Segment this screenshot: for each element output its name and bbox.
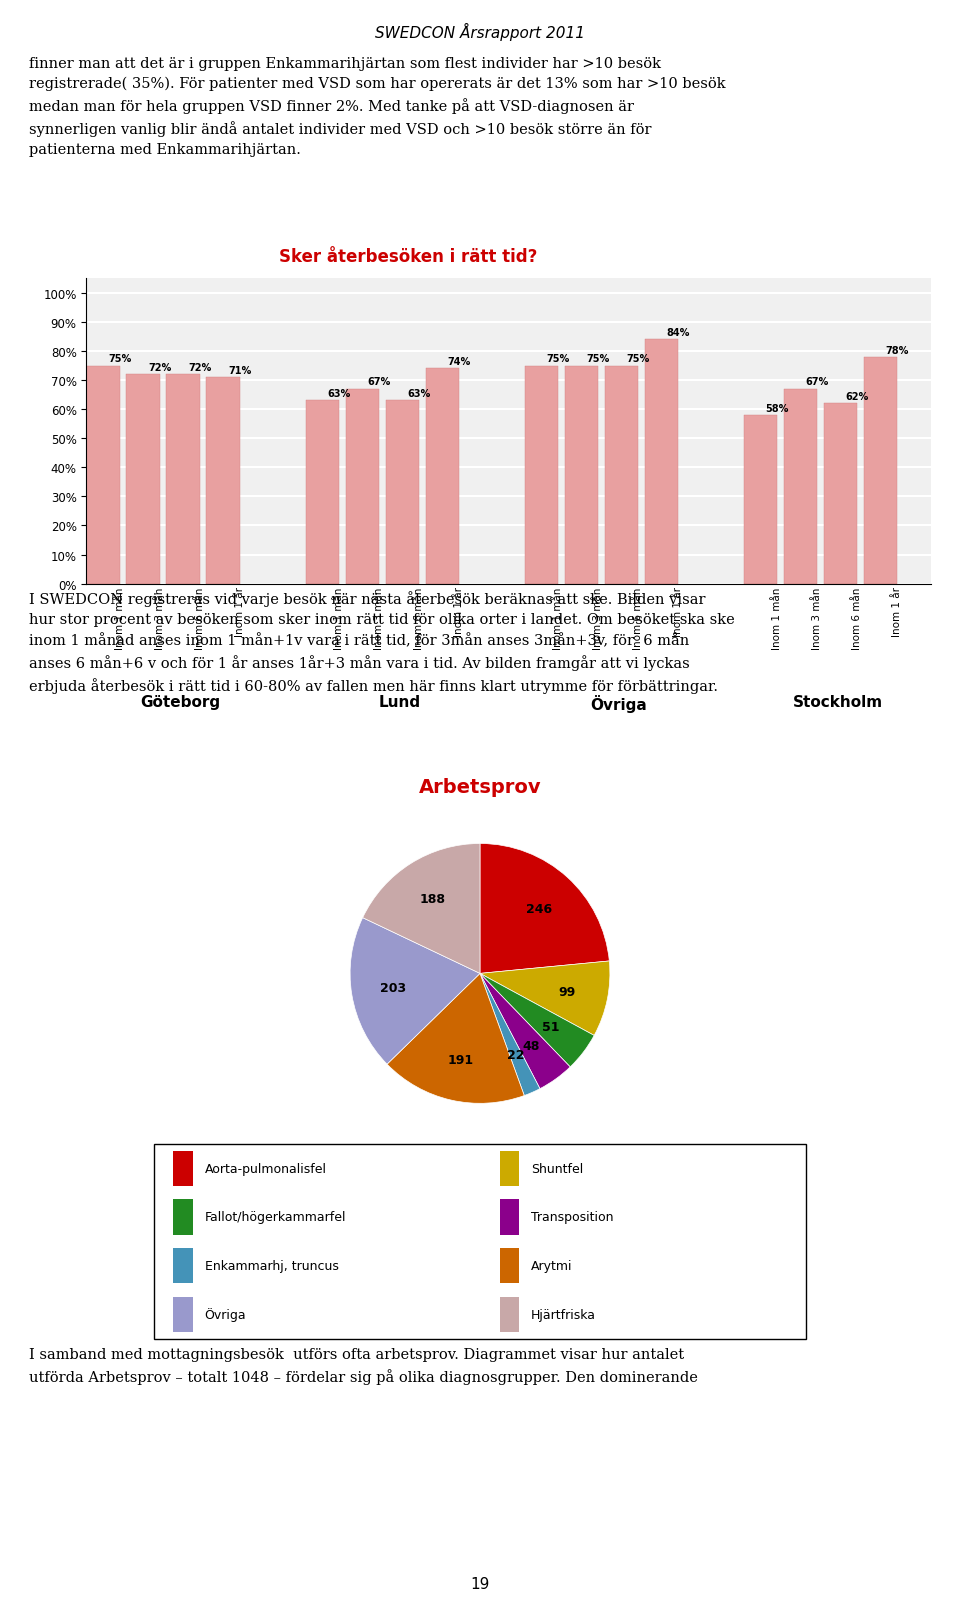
- Bar: [127, 375, 160, 584]
- Text: Shuntfel: Shuntfel: [531, 1162, 583, 1175]
- Text: SWEDCON Årsrapport 2011: SWEDCON Årsrapport 2011: [375, 23, 585, 42]
- Wedge shape: [387, 974, 524, 1104]
- Text: 19: 19: [470, 1576, 490, 1591]
- Wedge shape: [480, 974, 540, 1096]
- Text: finner man att det är i gruppen Enkammarihjärtan som flest individer har >10 bes: finner man att det är i gruppen Enkammar…: [29, 57, 726, 157]
- Text: 246: 246: [526, 902, 552, 915]
- Bar: [524, 367, 559, 584]
- Text: I SWEDCON registreras vid varje besök när nästa återbesök beräknas att ske. Bild: I SWEDCON registreras vid varje besök nä…: [29, 591, 734, 693]
- Bar: [173, 1297, 193, 1332]
- Text: 188: 188: [420, 893, 445, 906]
- Wedge shape: [480, 844, 610, 974]
- Text: 75%: 75%: [546, 354, 570, 364]
- Text: 71%: 71%: [228, 365, 252, 375]
- Wedge shape: [363, 844, 480, 974]
- Text: 63%: 63%: [408, 390, 431, 399]
- Bar: [564, 367, 598, 584]
- Text: 191: 191: [447, 1053, 473, 1066]
- Bar: [305, 401, 339, 584]
- Text: Stockholm: Stockholm: [792, 695, 882, 709]
- Text: 84%: 84%: [666, 328, 690, 338]
- Text: 74%: 74%: [447, 357, 471, 367]
- Text: Lund: Lund: [378, 695, 420, 709]
- Bar: [386, 401, 420, 584]
- Bar: [864, 357, 898, 584]
- Bar: [86, 367, 120, 584]
- Bar: [499, 1151, 519, 1186]
- Text: 62%: 62%: [846, 391, 869, 403]
- Bar: [783, 390, 817, 584]
- Bar: [346, 390, 379, 584]
- Text: Hjärtfriska: Hjärtfriska: [531, 1308, 596, 1321]
- Bar: [499, 1297, 519, 1332]
- Text: 99: 99: [558, 985, 575, 998]
- Text: 48: 48: [523, 1039, 540, 1052]
- Text: 72%: 72%: [149, 362, 172, 373]
- Text: Övriga: Övriga: [204, 1308, 246, 1321]
- Text: I samband med mottagningsbesök  utförs ofta arbetsprov. Diagrammet visar hur ant: I samband med mottagningsbesök utförs of…: [29, 1347, 698, 1384]
- FancyBboxPatch shape: [154, 1144, 806, 1339]
- Bar: [499, 1248, 519, 1284]
- Bar: [645, 341, 679, 584]
- Bar: [173, 1248, 193, 1284]
- Text: 51: 51: [541, 1021, 559, 1034]
- Text: 78%: 78%: [886, 346, 909, 355]
- Text: 75%: 75%: [587, 354, 610, 364]
- Text: 67%: 67%: [805, 377, 829, 388]
- Wedge shape: [480, 974, 570, 1089]
- Wedge shape: [480, 974, 594, 1068]
- Bar: [173, 1151, 193, 1186]
- Text: 203: 203: [380, 982, 406, 995]
- Bar: [425, 370, 459, 584]
- Text: 75%: 75%: [627, 354, 650, 364]
- Bar: [166, 375, 201, 584]
- Wedge shape: [480, 961, 610, 1035]
- Text: Sker återbesöken i rätt tid?: Sker återbesöken i rätt tid?: [278, 247, 537, 266]
- Text: 72%: 72%: [188, 362, 212, 373]
- Wedge shape: [350, 919, 480, 1065]
- Bar: [206, 378, 240, 584]
- Bar: [605, 367, 638, 584]
- Text: 67%: 67%: [368, 377, 391, 388]
- Bar: [499, 1199, 519, 1235]
- Text: Enkammarhj, truncus: Enkammarhj, truncus: [204, 1259, 338, 1272]
- Bar: [824, 404, 857, 584]
- Text: Transposition: Transposition: [531, 1211, 613, 1224]
- Text: Arytmi: Arytmi: [531, 1259, 572, 1272]
- Text: 63%: 63%: [327, 390, 350, 399]
- Text: Övriga: Övriga: [590, 695, 647, 712]
- Text: Aorta-pulmonalisfel: Aorta-pulmonalisfel: [204, 1162, 326, 1175]
- Bar: [173, 1199, 193, 1235]
- Text: Fallot/högerkammarfel: Fallot/högerkammarfel: [204, 1211, 346, 1224]
- Text: 58%: 58%: [766, 404, 789, 414]
- Bar: [744, 415, 778, 584]
- Text: Arbetsprov: Arbetsprov: [419, 777, 541, 797]
- Text: 75%: 75%: [108, 354, 132, 364]
- Text: Göteborg: Göteborg: [140, 695, 220, 709]
- Text: 22: 22: [507, 1048, 524, 1061]
